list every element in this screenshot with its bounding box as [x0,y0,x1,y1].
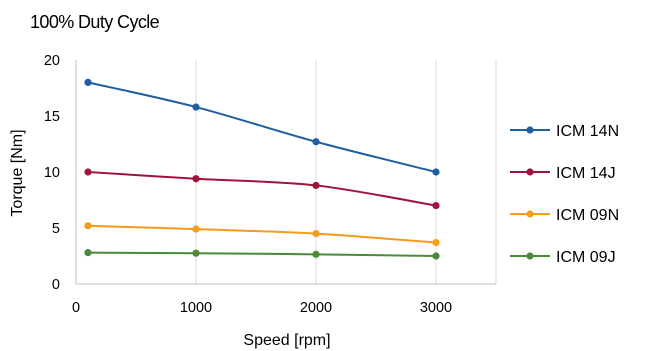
chart-title: 100% Duty Cycle [30,12,160,32]
data-point [192,249,200,257]
y-axis-label: Torque [Nm] [9,129,26,216]
series-icm-14j [84,168,440,210]
x-tick-label: 3000 [420,300,452,316]
legend: ICM 14N ICM 14J ICM 09N ICM 09J [510,123,619,266]
legend-label: ICM 09N [556,207,619,224]
data-point [192,175,200,183]
y-tick-label: 5 [52,221,60,237]
data-point [312,230,320,238]
data-point [192,225,200,233]
data-point [84,78,92,86]
series-icm-09n [84,222,440,247]
data-point [312,138,320,146]
data-point [84,222,92,230]
x-tick-labels: 0 1000 2000 3000 [72,300,452,316]
data-point [312,181,320,190]
series-icm-14n [84,78,440,176]
series-line [87,251,437,257]
legend-marker [526,126,534,134]
series-line [87,171,437,207]
y-tick-label: 10 [44,165,60,181]
legend-label: ICM 14N [556,123,619,140]
data-point [432,168,440,176]
legend-marker [526,252,534,260]
legend-marker [526,210,534,218]
series-lines [84,78,440,260]
x-axis-label: Speed [rpm] [243,332,330,349]
data-point [432,238,440,247]
legend-item: ICM 14N [510,123,619,140]
data-point [84,168,92,176]
grid-lines [195,60,497,284]
x-tick-label: 0 [72,300,80,316]
legend-label: ICM 09J [556,249,616,266]
y-tick-label: 0 [52,277,60,293]
series-line [87,81,437,173]
data-point [84,249,92,257]
y-tick-labels: 0 5 10 15 20 [44,53,60,293]
data-point [432,252,440,260]
legend-marker [526,168,534,176]
series-icm-09j [84,249,440,260]
y-tick-label: 20 [44,53,60,69]
data-point [432,202,440,210]
legend-item: ICM 09J [510,249,616,266]
axes [75,60,496,285]
data-point [192,103,200,111]
legend-item: ICM 09N [510,207,619,224]
x-tick-label: 2000 [300,300,332,316]
data-point [312,250,320,258]
legend-label: ICM 14J [556,165,616,182]
legend-item: ICM 14J [510,165,616,182]
x-tick-label: 1000 [180,300,212,316]
y-tick-label: 15 [44,109,60,125]
series-line [87,224,437,244]
